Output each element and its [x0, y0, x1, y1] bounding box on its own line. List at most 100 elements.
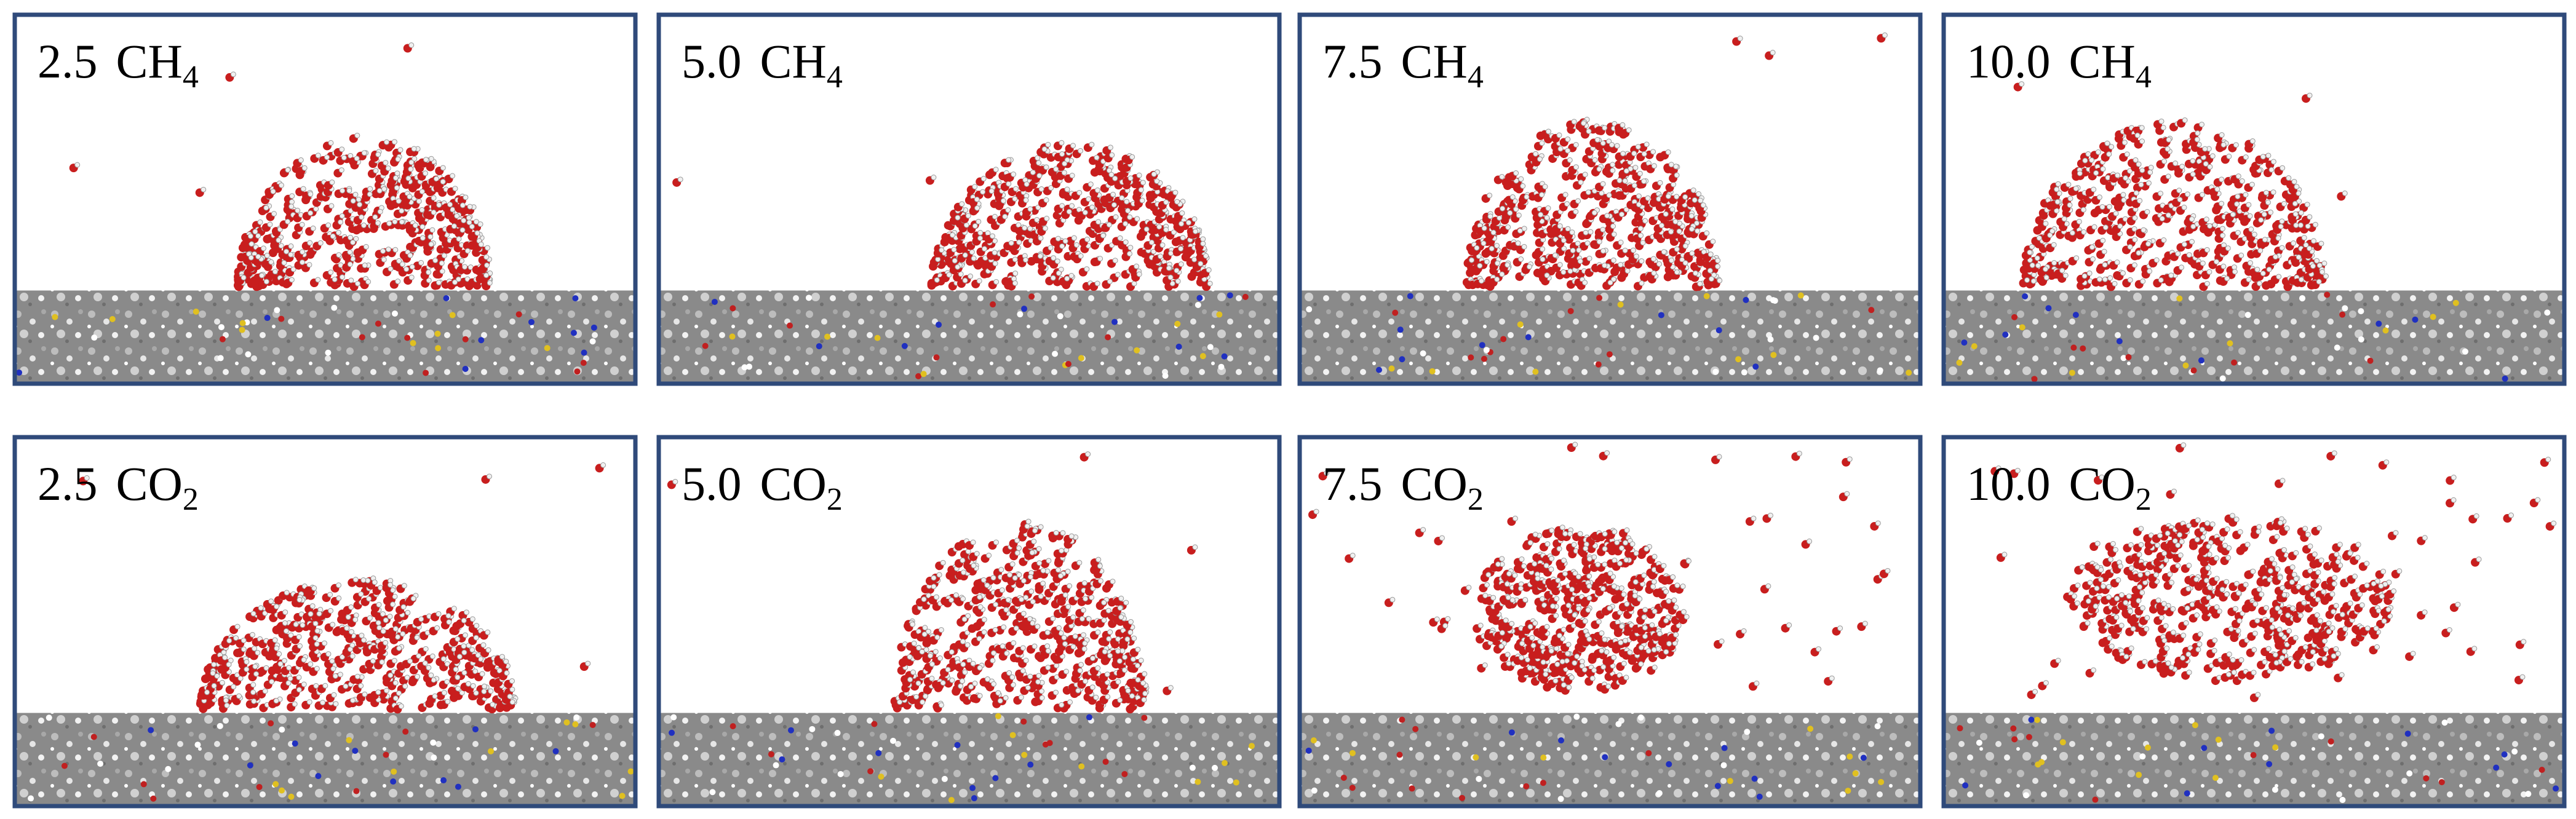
water-hydrogen: [412, 222, 418, 228]
water-hydrogen: [1119, 195, 1125, 201]
water-hydrogen: [284, 590, 290, 596]
water-hydrogen: [1633, 253, 1639, 259]
substrate-atom: [1226, 292, 1233, 299]
substrate-atom: [590, 324, 597, 331]
water-hydrogen: [2132, 237, 2138, 243]
water-hydrogen: [336, 252, 342, 258]
substrate-atom: [1752, 363, 1759, 370]
water-hydrogen: [1542, 184, 1548, 190]
water-hydrogen: [260, 245, 266, 251]
substrate-atom: [455, 783, 461, 790]
label-species: CH: [2069, 34, 2136, 88]
substrate-atom: [2382, 327, 2389, 334]
water-hydrogen: [210, 670, 216, 676]
substrate-atom: [61, 762, 68, 769]
water-hydrogen: [959, 678, 965, 684]
water-hydrogen: [1047, 245, 1054, 251]
water-hydrogen: [1545, 205, 1551, 212]
substrate-atom: [915, 373, 922, 379]
water-hydrogen: [2065, 181, 2072, 188]
water-hydrogen: [2120, 270, 2126, 276]
water-hydrogen: [965, 548, 971, 555]
water-hydrogen: [340, 188, 346, 194]
water-hydrogen: [271, 211, 277, 217]
water-hydrogen: [1041, 146, 1047, 152]
substrate-atom: [1042, 741, 1049, 748]
water-hydrogen: [2121, 197, 2127, 203]
water-hydrogen: [2153, 257, 2160, 263]
water-hydrogen: [2239, 178, 2245, 184]
water-hydrogen: [1087, 181, 1094, 188]
water-hydrogen: [300, 249, 306, 255]
water-hydrogen: [1134, 263, 1140, 269]
water-hydrogen: [2189, 239, 2195, 245]
water-hydrogen: [1474, 245, 1480, 251]
water-hydrogen: [1012, 575, 1018, 581]
water-hydrogen: [383, 639, 389, 646]
water-hydrogen: [1513, 170, 1519, 176]
label-value: 10.0: [1966, 34, 2051, 88]
water-hydrogen: [488, 688, 494, 694]
water-hydrogen: [1540, 256, 1546, 263]
water-hydrogen: [418, 259, 424, 266]
substrate-atom: [1715, 327, 1722, 334]
water-hydrogen: [1051, 255, 1057, 261]
water-hydrogen: [451, 223, 457, 229]
water-hydrogen: [1656, 261, 1662, 267]
water-hydrogen: [234, 623, 241, 630]
water-hydrogen: [2165, 173, 2171, 180]
substrate-atom: [1218, 363, 1225, 370]
water-hydrogen: [2179, 264, 2185, 271]
water-hydrogen: [262, 688, 268, 694]
water-hydrogen: [268, 598, 274, 604]
water-hydrogen: [1107, 144, 1113, 151]
water-hydrogen: [1110, 191, 1116, 197]
water-hydrogen: [2286, 175, 2292, 181]
water-hydrogen: [992, 238, 998, 244]
water-hydrogen: [367, 191, 373, 197]
substrate-atom: [449, 312, 456, 318]
water-hydrogen: [2029, 243, 2035, 250]
water-hydrogen: [251, 698, 257, 704]
water-hydrogen: [1611, 231, 1617, 237]
water-hydrogen: [358, 682, 364, 689]
water-hydrogen: [402, 683, 408, 689]
water-hydrogen: [968, 273, 974, 279]
water-hydrogen: [2114, 259, 2120, 266]
water-hydrogen: [411, 156, 418, 162]
water-hydrogen: [2158, 191, 2164, 197]
water-hydrogen: [2243, 154, 2249, 160]
water-hydrogen: [1882, 32, 1888, 38]
water-hydrogen: [329, 179, 335, 185]
water-hydrogen: [1030, 169, 1036, 175]
substrate-atom: [239, 320, 246, 326]
water-hydrogen: [241, 638, 247, 644]
water-hydrogen: [335, 229, 341, 235]
substrate-atom: [16, 369, 23, 376]
water-hydrogen: [2097, 276, 2103, 282]
substrate-atom: [1057, 313, 1063, 320]
water-hydrogen: [255, 253, 261, 259]
substrate-atom: [292, 740, 298, 747]
water-hydrogen: [461, 670, 467, 676]
water-hydrogen: [376, 188, 383, 194]
water-hydrogen: [306, 262, 312, 268]
water-hydrogen: [2186, 252, 2192, 258]
water-hydrogen: [277, 661, 284, 667]
water-hydrogen: [937, 655, 943, 661]
water-hydrogen: [2219, 176, 2225, 183]
water-hydrogen: [353, 235, 359, 242]
water-hydrogen: [2177, 197, 2183, 203]
water-hydrogen: [241, 274, 247, 280]
water-hydrogen: [992, 627, 998, 633]
label-value: 2.5: [38, 457, 98, 510]
water-hydrogen: [1027, 574, 1033, 580]
water-hydrogen: [375, 220, 381, 226]
water-hydrogen: [2291, 240, 2297, 246]
water-hydrogen: [1042, 225, 1048, 231]
water-hydrogen: [1123, 599, 1129, 606]
water-hydrogen: [1089, 684, 1095, 690]
substrate-atom: [375, 320, 381, 327]
water-hydrogen: [1596, 239, 1602, 245]
substrate-atom: [871, 721, 878, 727]
